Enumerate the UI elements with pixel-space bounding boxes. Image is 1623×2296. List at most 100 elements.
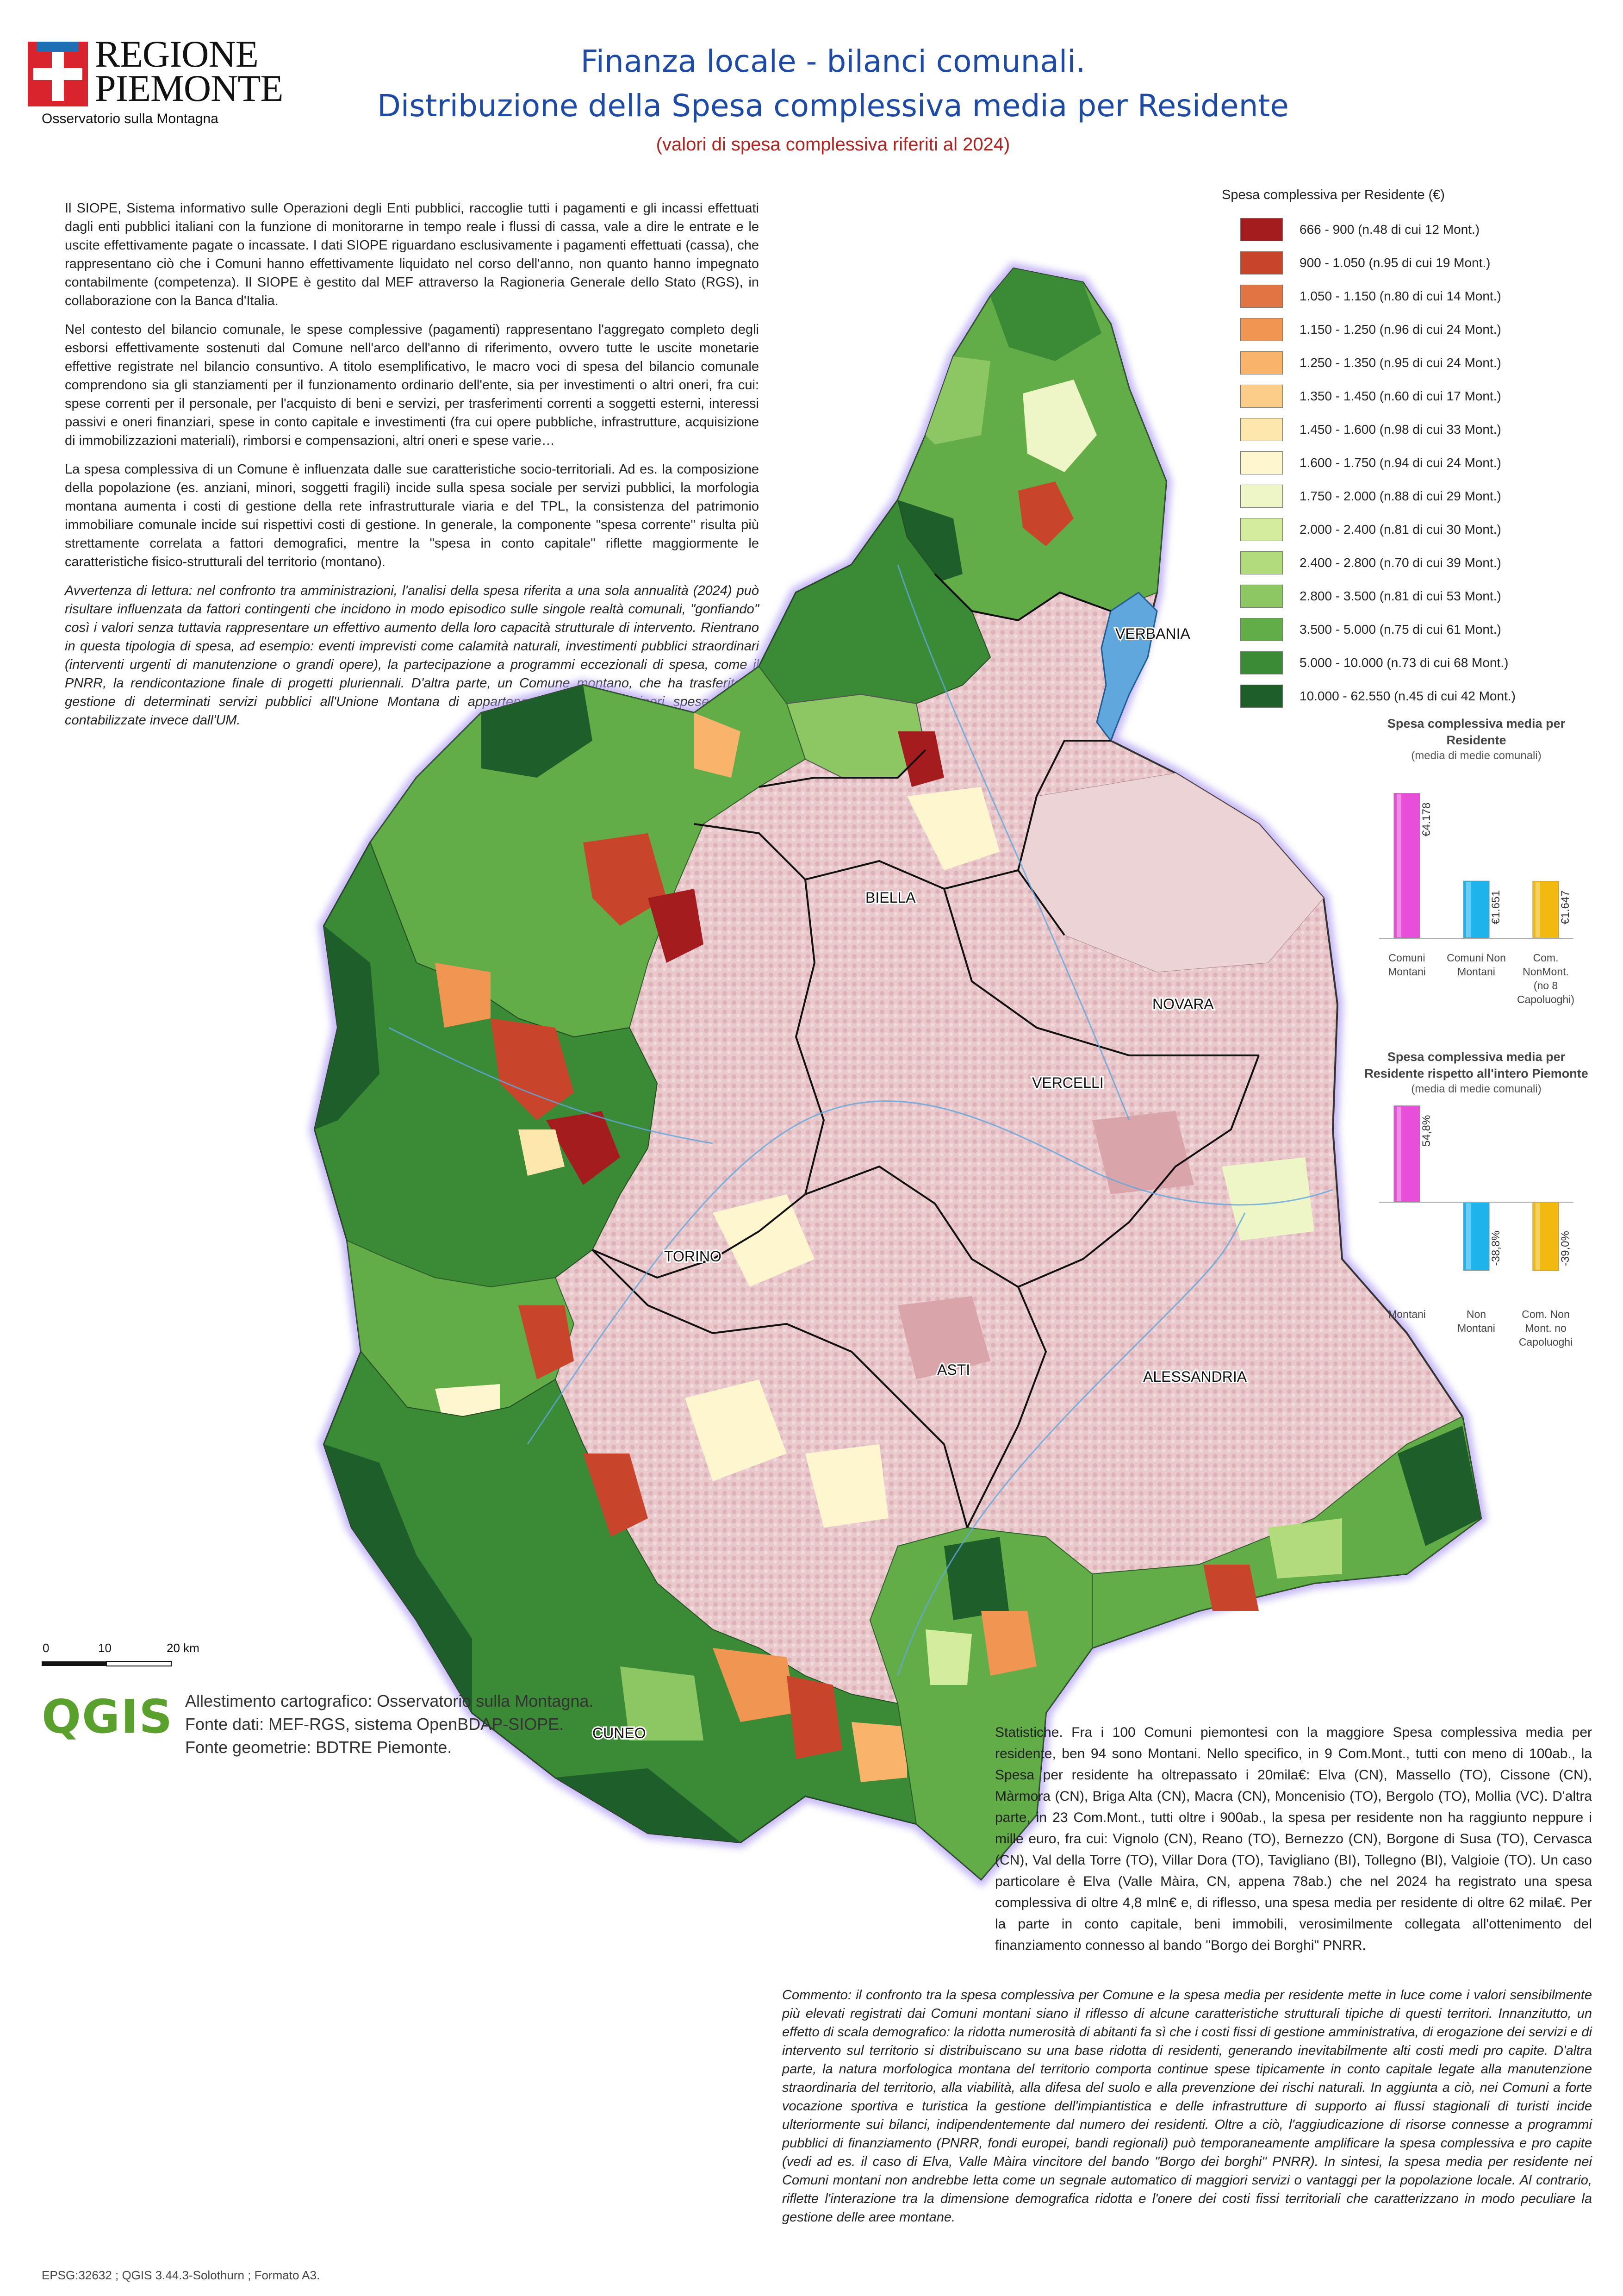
legend-swatch [1240,285,1283,308]
legend-item: 1.250 - 1.350 (n.95 di cui 24 Mont.) [1222,346,1592,380]
legend-label: 10.000 - 62.550 (n.45 di cui 42 Mont.) [1300,689,1516,703]
piemonte-flag-icon [28,42,88,106]
bar [1463,880,1490,939]
bar-value-label: €1.651 [1490,890,1502,924]
bar-category-label: Montani [1388,1308,1426,1320]
legend-label: 666 - 900 (n.48 di cui 12 Mont.) [1300,222,1480,237]
legend-label: 1.750 - 2.000 (n.88 di cui 29 Mont.) [1300,489,1501,503]
legend-swatch [1240,551,1283,574]
legend-swatch [1240,218,1283,241]
logo-name: REGIONE PIEMONTE [95,33,284,109]
legend-label: 2.400 - 2.800 (n.70 di cui 39 Mont.) [1300,555,1501,570]
label-alessandria: ALESSANDRIA [1143,1368,1247,1385]
legend-swatch [1240,518,1283,541]
scale-tick-0: 0 [43,1641,49,1655]
legend-item: 1.600 - 1.750 (n.94 di cui 24 Mont.) [1222,446,1592,480]
border-cuneo-north [591,1249,968,1528]
bar-value-label: -38,8% [1490,1230,1502,1266]
legend-label: 1.450 - 1.600 (n.98 di cui 33 Mont.) [1300,422,1501,437]
zone-cuneo-deep [324,1444,472,1713]
lago-maggiore [1096,592,1158,742]
credits-line-2: Fonte dati: MEF-RGS, sistema OpenBDAP-SI… [185,1715,564,1734]
regione-piemonte-logo: REGIONE PIEMONTE Osservatorio sulla Mont… [28,35,284,130]
zone-cuneo-light [620,1666,703,1741]
zone-susa-yellow [518,1129,565,1176]
zone-ossola-west [926,356,990,444]
legend-rows: 666 - 900 (n.48 di cui 12 Mont.) 900 - 1.… [1222,213,1592,713]
zone-canavese-orange [694,713,740,778]
bar-value-label: €4.178 [1420,803,1433,836]
zone-cuneo-deep2 [555,1768,740,1842]
border-vercelli-south [943,888,1259,1056]
scale-tick-10: 10 [98,1641,112,1655]
qgis-logo: QGIS [42,1690,174,1744]
logo-line-2: PIEMONTE [95,67,284,109]
zone-plain-pale-4 [805,1444,889,1528]
legend-item: 1.450 - 1.600 (n.98 di cui 33 Mont.) [1222,413,1592,446]
legend-label: 2.800 - 3.500 (n.81 di cui 53 Mont.) [1300,589,1501,603]
bar-category-label: Comuni Montani [1388,952,1426,978]
logo-line-1: REGIONE [95,33,259,75]
border-alessandria [1018,1055,1260,1288]
zone-ossola-red [1018,481,1074,546]
label-vercelli: VERCELLI [1032,1074,1104,1091]
zone-appennino-light [1268,1518,1342,1578]
chart-spesa-media: Spesa complessiva media per Residente (m… [1361,715,1592,1033]
zone-pellice-red [518,1305,574,1379]
zone-appennino-dark [1398,1426,1481,1546]
intro-paragraph-1: Il SIOPE, Sistema informativo sulle Oper… [65,201,759,308]
province-borders [591,573,1260,1528]
zone-susa-red [491,1018,574,1120]
stats-text: Statistiche. Fra i 100 Comuni piemontesi… [995,1725,1592,1953]
zone-langhe-dark [944,1537,1009,1620]
zone-plain-pale-3 [685,1379,787,1481]
zone-plain-pale-1 [907,787,1000,870]
credits-line-1: Allestimento cartografico: Osservatorio … [185,1691,594,1710]
legend-label: 1.050 - 1.150 (n.80 di cui 14 Mont.) [1300,289,1501,303]
legend-item: 666 - 900 (n.48 di cui 12 Mont.) [1222,213,1592,246]
legend-swatch [1240,585,1283,608]
legend-label: 900 - 1.050 (n.95 di cui 19 Mont.) [1300,256,1491,270]
page-subtitle: (valori di spesa complessiva riferiti al… [656,134,1010,155]
zone-canavese-dark [481,685,592,778]
river-sesia [897,564,1130,1121]
legend-swatch [1240,685,1283,708]
zone-plain-darkpink [898,1296,990,1379]
bar-value-label: -39,0% [1559,1231,1572,1266]
zone-susa-orange [435,963,491,1028]
zone-plain-light-green [1222,1157,1314,1241]
zone-cuneo-orange [713,1648,796,1722]
zone-cuneo-red2 [787,1676,842,1759]
bar-category-label: Com. Non Mont. no Capoluoghi [1519,1308,1573,1348]
legend-label: 5.000 - 10.000 (n.73 di cui 68 Mont.) [1300,655,1509,670]
zone-plain-pale-2 [713,1194,815,1287]
legend-item: 2.800 - 3.500 (n.81 di cui 53 Mont.) [1222,580,1592,613]
intro-paragraph-3: La spesa complessiva di un Comune è infl… [65,462,759,569]
intro-paragraph-2: Nel contesto del bilancio comunale, le s… [65,322,759,448]
label-biella: BIELLA [865,889,916,906]
legend-title: Spesa complessiva per Residente (€) [1222,187,1445,202]
chart1-subtitle: (media di medie comunali) [1411,749,1542,762]
chart-spesa-relativa: Spesa complessiva media per Residente ri… [1361,1048,1592,1413]
zone-ossola-dark [898,500,963,583]
zone-cuneo-alps [323,1351,917,1843]
legend-swatch [1240,485,1283,508]
river-dora [388,1027,713,1144]
scale-tick-20: 20 km [167,1641,199,1655]
bar [1532,1202,1559,1271]
legend-item: 5.000 - 10.000 (n.73 di cui 68 Mont.) [1222,646,1592,680]
zone-canavese-red2 [648,889,703,963]
border-biella [759,749,927,788]
legend-item: 1.150 - 1.250 (n.96 di cui 24 Mont.) [1222,313,1592,346]
title-line-2: Distribuzione della Spesa complessiva me… [377,88,1289,124]
intro-paragraph-4: Avvertenza di lettura: nel confronto tra… [65,583,759,728]
bar-value-label: €1.647 [1559,890,1572,924]
zone-langhe-orange [981,1611,1037,1676]
scale-bar: 0 10 20 km [42,1641,199,1666]
intro-text: Il SIOPE, Sistema informativo sulle Oper… [65,199,759,740]
chart2-subtitle: (media di medie comunali) [1411,1083,1542,1095]
zone-canavese-red [583,833,666,926]
legend-swatch [1240,251,1283,275]
label-novara: NOVARA [1152,996,1214,1012]
border-torino-east [592,823,825,1279]
